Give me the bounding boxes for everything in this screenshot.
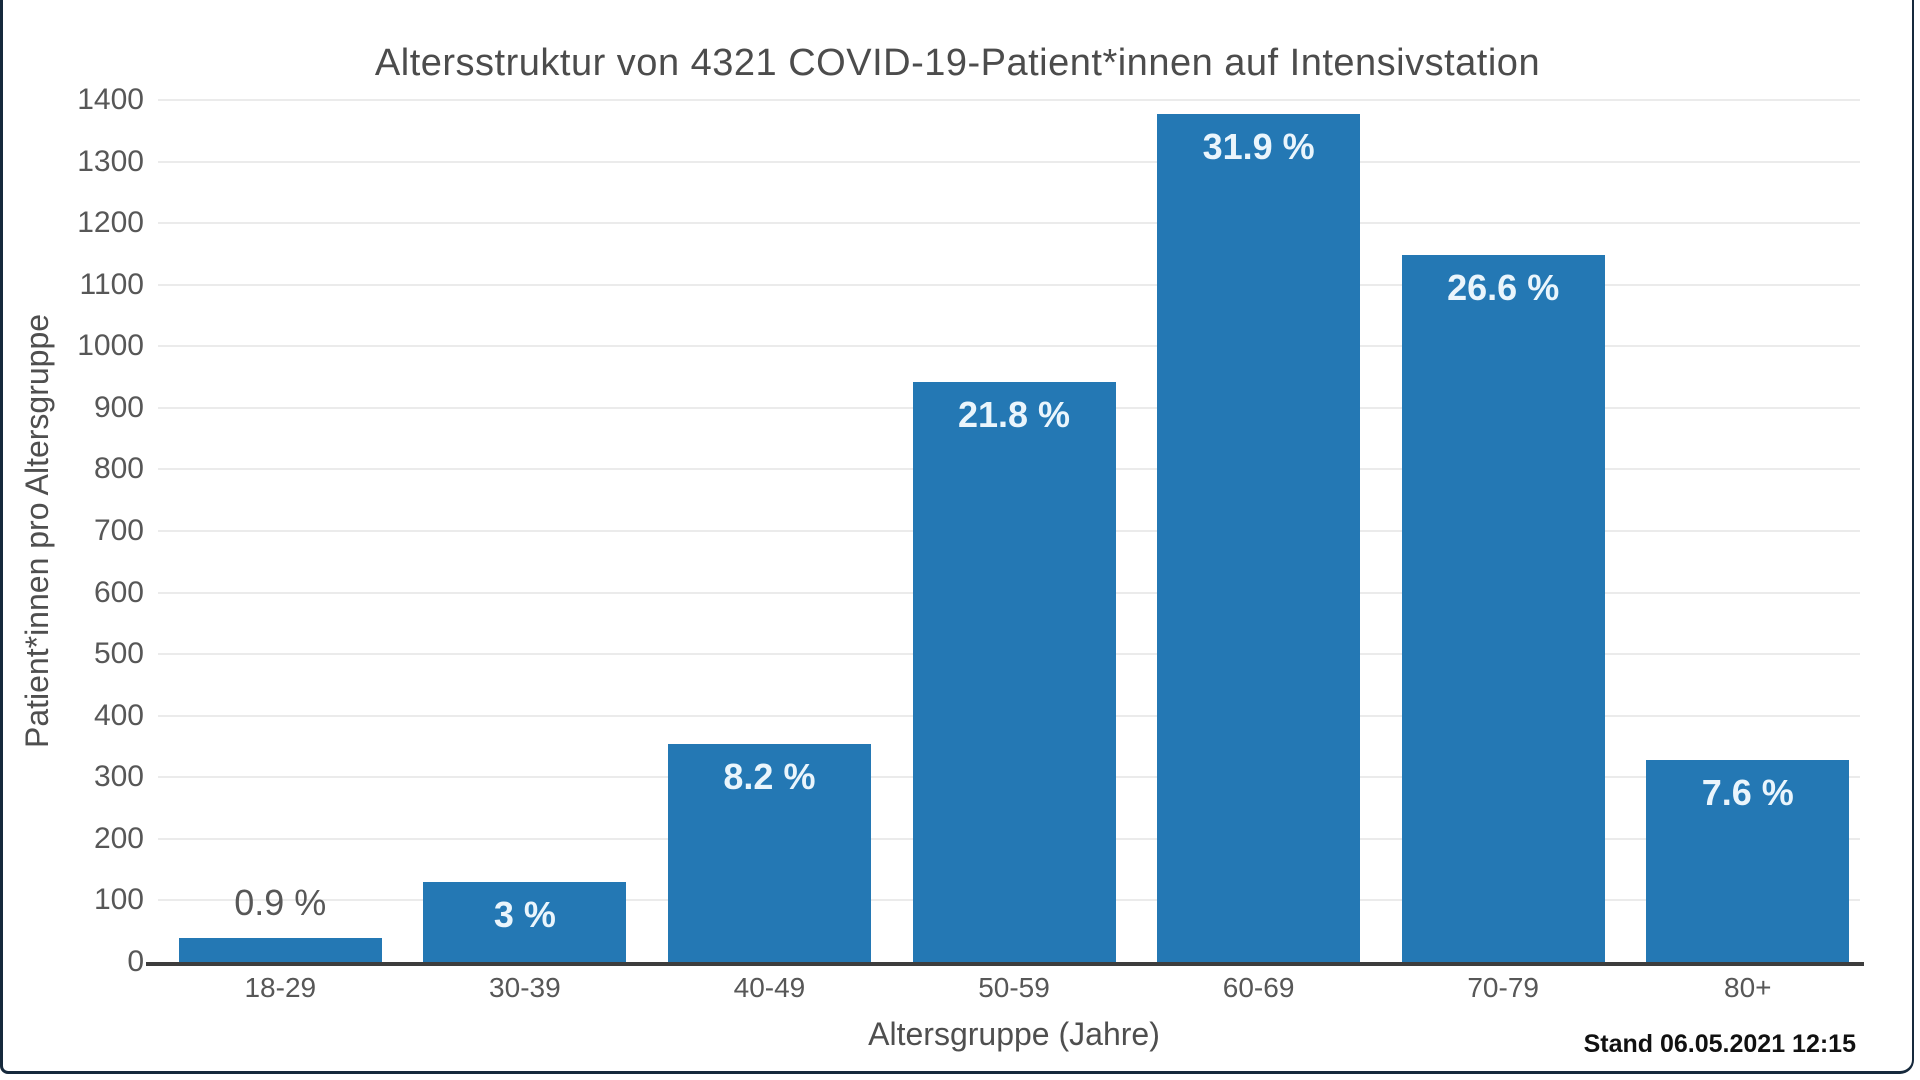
bar-18-29: 0.9 % [178, 882, 382, 962]
bar-70-79: 26.6 % [1401, 254, 1605, 962]
bar-value-label: 7.6 % [1701, 772, 1794, 814]
y-tick-label: 1200 [77, 206, 144, 240]
bar-band: 3 % [403, 100, 648, 962]
chart-title: Altersstruktur von 4321 COVID-19-Patient… [374, 42, 1541, 84]
x-tick-label: 80+ [1724, 972, 1772, 1003]
y-tick-label: 1400 [77, 83, 144, 116]
gridline [158, 160, 1860, 163]
bar-40-49: 8.2 % [667, 744, 871, 962]
y-tick-label: 500 [93, 637, 144, 671]
x-axis-line [146, 962, 1864, 966]
bar-band: 21.8 % [892, 100, 1137, 962]
x-tick-label: 50-59 [978, 972, 1050, 1003]
y-tick-label: 1100 [79, 267, 144, 301]
bar-band: 8.2 % [647, 100, 892, 962]
y-tick-label: 700 [93, 514, 144, 547]
x-axis-tick-labels: 18-29 30-39 40-49 50-59 60-69 70-79 80+ [158, 972, 1870, 1004]
bar-band: 7.6 % [1625, 100, 1870, 962]
bar-value-label: 26.6 % [1447, 266, 1560, 308]
bar-value-label: 3 % [493, 893, 556, 935]
bar-band: 0.9 % [158, 100, 403, 962]
x-tick-label: 70-79 [1467, 972, 1539, 1003]
x-tick-label: 18-29 [244, 972, 317, 1003]
y-tick-label: 0 [127, 945, 144, 978]
timestamp-note: Stand 06.05.2021 12:15 [1583, 1030, 1856, 1058]
y-tick-label: 800 [93, 452, 144, 486]
x-axis-title: Altersgruppe (Jahre) [868, 1016, 1160, 1052]
x-tick-label: 30-39 [489, 972, 561, 1003]
bar-value-label: 21.8 % [957, 394, 1071, 435]
bar-value-label: 0.9 % [234, 882, 327, 923]
bar-band: 31.9 % [1136, 100, 1381, 962]
y-tick-label: 100 [93, 883, 144, 917]
plot-area: 0.9 % 3 % 8.2 % 21.8 % 31.9 % 26.6 % 7.6 % [146, 99, 1870, 966]
bar-value-label: 31.9 % [1202, 125, 1315, 167]
bar-band: 26.6 % [1381, 100, 1626, 962]
y-tick-label: 1000 [77, 329, 144, 363]
y-axis-tick-labels: 0 100 200 300 400 500 600 700 800 900 1000 1100 1200… [3, 83, 144, 978]
bar-value-label: 8.2 % [723, 756, 816, 798]
gridline [158, 283, 1860, 286]
bar-60-69: 31.9 % [1157, 113, 1361, 962]
gridline [158, 345, 1860, 348]
x-tick-label: 40-49 [733, 972, 806, 1003]
bar-30-39: 3 % [423, 881, 627, 962]
y-tick-label: 400 [93, 698, 144, 732]
y-tick-label: 300 [93, 760, 144, 794]
bar-50-59: 21.8 % [912, 382, 1116, 962]
y-tick-label: 600 [93, 575, 144, 609]
y-tick-label: 1300 [77, 144, 144, 178]
gridline [158, 222, 1860, 225]
bar-series: 0.9 % 3 % 8.2 % 21.8 % 31.9 % 26.6 % 7.6 % [158, 100, 1870, 962]
x-tick-label: 60-69 [1222, 972, 1295, 1003]
gridline [158, 99, 1860, 101]
y-tick-label: 200 [93, 821, 144, 855]
bar-80+: 7.6 % [1646, 760, 1850, 962]
y-tick-label: 900 [93, 390, 144, 424]
